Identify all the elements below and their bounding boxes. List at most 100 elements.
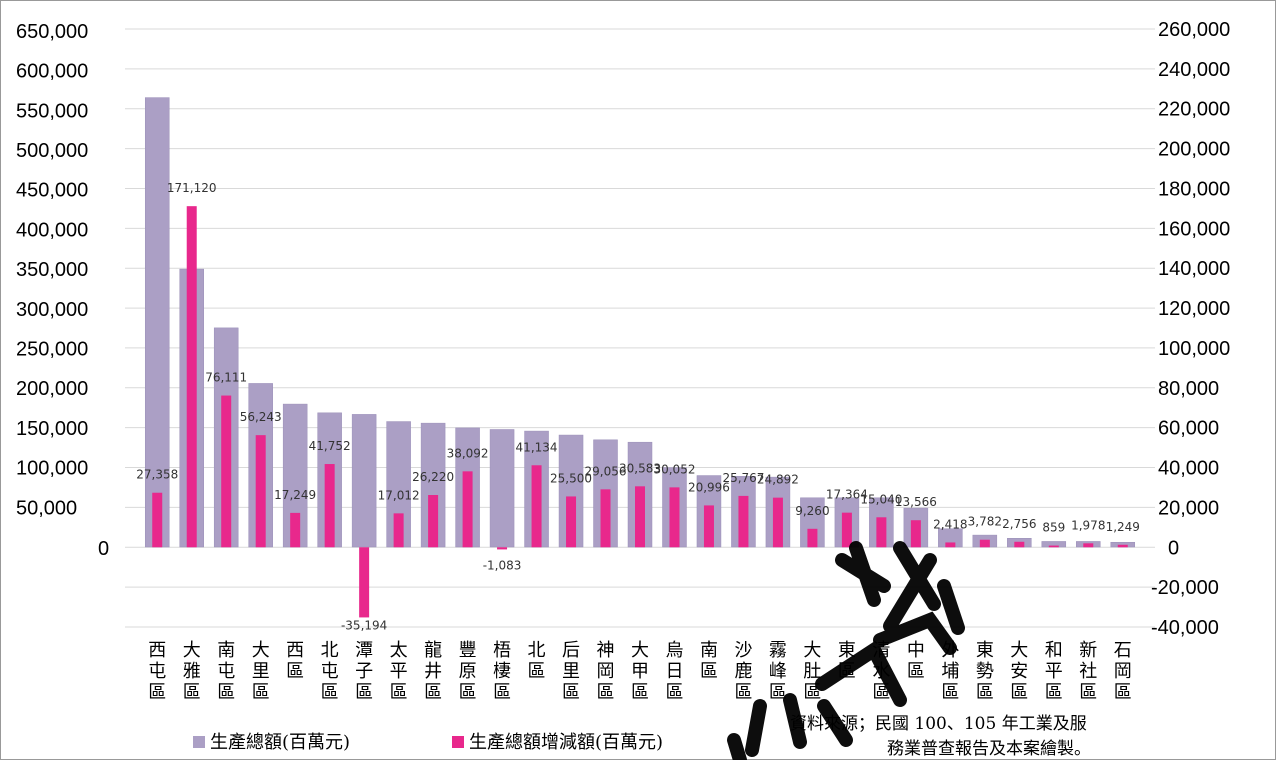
category-label: 大里區 [252, 640, 270, 703]
left-tick-label: 50,000 [16, 497, 77, 519]
left-tick-label: 150,000 [16, 418, 88, 440]
data-label: 38,092 [447, 446, 489, 460]
left-tick-label: 550,000 [16, 100, 88, 122]
right-tick-label: 120,000 [1158, 298, 1230, 320]
category-label: 東勢區 [976, 640, 994, 703]
category-label: 龍井區 [424, 640, 442, 703]
category-label: 南屯區 [217, 640, 235, 703]
data-label: 859 [1042, 521, 1065, 535]
data-label: -1,083 [483, 558, 522, 572]
source-line-1: 資料來源；民國 100、105 年工業及服 [790, 714, 1087, 734]
data-label: 17,012 [378, 488, 420, 502]
data-label: 2,418 [933, 517, 967, 531]
category-label: 北屯區 [321, 640, 339, 703]
bar-change [1117, 544, 1128, 548]
data-label: 41,752 [309, 439, 351, 453]
source-line-2: 務業普查報告及本案繪製。 [887, 739, 1091, 759]
right-tick-label: 220,000 [1158, 99, 1230, 121]
category-label: 大雅區 [183, 640, 201, 703]
category-label: 西區 [286, 640, 304, 682]
right-axis: -40,000 -20,000 0 20,000 40,000 60,000 80,000 1… [1151, 19, 1230, 639]
data-label: 27,358 [136, 468, 178, 482]
category-label: 石岡區 [1114, 640, 1132, 703]
series-change-bars [152, 206, 1128, 618]
watermark-glyph [727, 541, 965, 760]
bar-change [703, 505, 714, 548]
right-tick-label: 40,000 [1158, 458, 1219, 480]
right-tick-label: 180,000 [1158, 178, 1230, 200]
right-tick-label: 160,000 [1158, 218, 1230, 240]
bar-change [462, 471, 473, 548]
data-label: 13,566 [895, 495, 937, 509]
bar-change [221, 395, 232, 548]
legend-label-total: 生產總額(百萬元) [210, 732, 350, 753]
right-tick-label: -40,000 [1151, 617, 1219, 639]
left-tick-label: 500,000 [16, 140, 88, 162]
data-label: 24,892 [757, 473, 799, 487]
bar-change [290, 512, 301, 548]
category-label: 大肚區 [803, 640, 821, 703]
bar-change [566, 496, 577, 548]
category-labels: 西屯區大雅區南屯區大里區西區北屯區潭子區太平區龍井區豐原區梧棲區北區后里區神岡區… [148, 640, 1132, 703]
data-label: 56,243 [240, 410, 282, 424]
data-label: 30,052 [653, 462, 695, 476]
bar-change [186, 206, 197, 548]
data-label: 76,111 [205, 371, 247, 385]
source-note: 資料來源；民國 100、105 年工業及服 務業普查報告及本案繪製。 [790, 714, 1091, 759]
bar-change [393, 513, 404, 548]
bar-change [738, 495, 749, 548]
watermark-stamp: 參考 [727, 541, 965, 760]
data-label: 41,134 [516, 440, 558, 454]
bar-change [600, 489, 611, 548]
data-label: 25,500 [550, 471, 592, 485]
data-label: 26,220 [412, 470, 454, 484]
category-label: 潭子區 [355, 640, 373, 703]
bar-change [497, 547, 508, 550]
right-tick-label: 0 [1168, 537, 1179, 559]
bar-change [1083, 543, 1094, 548]
legend-swatch-change [452, 736, 464, 748]
bar-change [876, 517, 887, 548]
bar-change [359, 547, 370, 618]
right-tick-label: 20,000 [1158, 497, 1219, 519]
bar-change [1014, 541, 1025, 548]
category-label: 北區 [528, 640, 546, 682]
data-label: -35,194 [341, 618, 387, 632]
data-label: 1,978 [1071, 518, 1105, 532]
bar-change [428, 495, 439, 548]
left-tick-label: 650,000 [16, 21, 88, 43]
data-label: 9,260 [795, 504, 829, 518]
category-label: 霧峰區 [769, 640, 787, 703]
bar-total [489, 429, 515, 548]
data-label: 171,120 [167, 181, 217, 195]
left-tick-label: 600,000 [16, 61, 88, 83]
right-tick-label: 200,000 [1158, 139, 1230, 161]
data-label: 29,056 [585, 464, 627, 478]
legend-label-change: 生產總額增減額(百萬元) [469, 732, 663, 753]
category-label: 西屯區 [148, 640, 166, 703]
right-tick-label: 240,000 [1158, 59, 1230, 81]
category-label: 和平區 [1045, 640, 1063, 703]
category-label: 大甲區 [631, 640, 649, 703]
left-tick-label: 250,000 [16, 339, 88, 361]
data-label: 25,767 [722, 471, 764, 485]
data-labels: 27,358 171,120 76,111 56,243 17,249 41,752 -35… [136, 181, 1140, 632]
legend: 生產總額(百萬元) 生產總額增減額(百萬元) [193, 732, 663, 753]
right-tick-label: -20,000 [1151, 577, 1219, 599]
bar-change [910, 520, 921, 548]
category-label: 新社區 [1079, 640, 1097, 703]
bar-change [531, 465, 542, 548]
left-tick-label: 400,000 [16, 219, 88, 241]
category-label: 南區 [700, 640, 718, 682]
right-tick-label: 140,000 [1158, 258, 1230, 280]
legend-swatch-total [193, 736, 205, 748]
left-tick-label: 0 [98, 538, 109, 560]
bar-change [669, 487, 680, 548]
category-label: 梧棲區 [493, 640, 511, 703]
data-label: 15,040 [860, 492, 902, 506]
bar-change [979, 539, 990, 548]
left-tick-label: 450,000 [16, 180, 88, 202]
bar-change [807, 528, 818, 548]
category-label: 沙鹿區 [734, 640, 752, 703]
